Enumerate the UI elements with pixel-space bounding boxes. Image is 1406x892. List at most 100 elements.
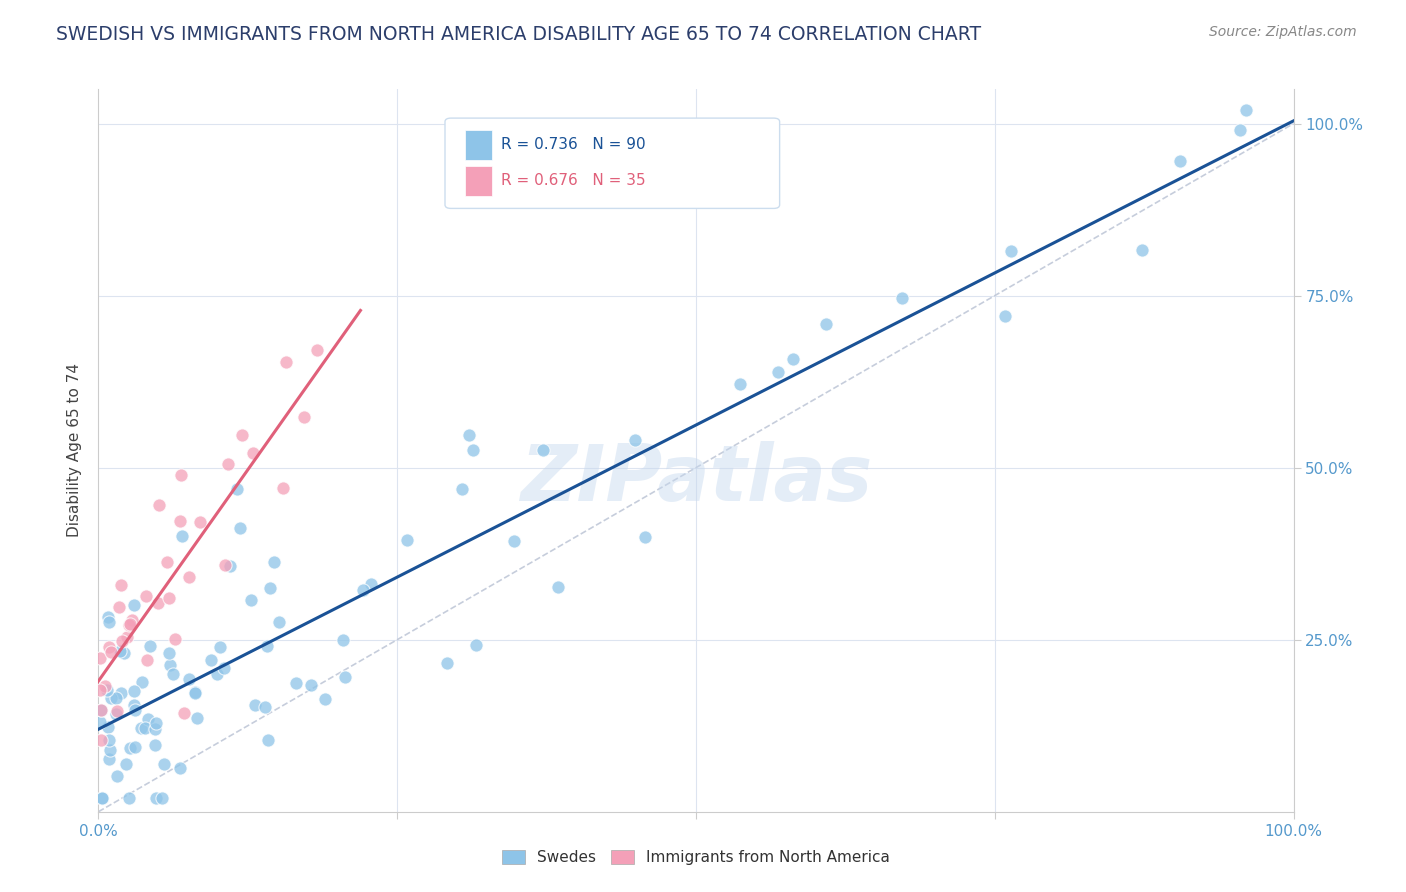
Point	[271, 481, 294, 495]
Point	[118, 740, 141, 755]
Text: SWEDISH VS IMMIGRANTS FROM NORTH AMERICA DISABILITY AGE 65 TO 74 CORRELATION CHA: SWEDISH VS IMMIGRANTS FROM NORTH AMERICA…	[56, 25, 981, 44]
Point	[624, 433, 647, 447]
Point	[90, 703, 112, 717]
Point	[89, 651, 111, 665]
Point	[157, 591, 180, 606]
Point	[1229, 123, 1251, 137]
Point	[231, 427, 253, 442]
Point	[110, 578, 132, 592]
Point	[451, 482, 474, 496]
Point	[274, 355, 297, 369]
Point	[118, 791, 141, 805]
Text: R = 0.676   N = 35: R = 0.676 N = 35	[501, 173, 645, 188]
Point	[314, 692, 336, 706]
Point	[256, 639, 278, 653]
Point	[89, 682, 111, 697]
Point	[143, 738, 166, 752]
Point	[214, 558, 236, 572]
Point	[146, 596, 169, 610]
Point	[170, 529, 193, 543]
Point	[242, 446, 264, 460]
Point	[124, 740, 146, 755]
Point	[98, 640, 121, 654]
Point	[145, 716, 167, 731]
Point	[90, 733, 112, 747]
Point	[360, 577, 382, 591]
Point	[94, 679, 117, 693]
FancyBboxPatch shape	[465, 166, 492, 196]
Point	[188, 516, 211, 530]
Point	[135, 653, 157, 667]
Point	[200, 653, 222, 667]
Point	[98, 615, 121, 629]
Point	[169, 514, 191, 528]
Point	[96, 682, 118, 697]
Point	[728, 376, 751, 391]
Point	[150, 791, 173, 805]
Point	[156, 555, 179, 569]
Point	[173, 706, 195, 720]
Point	[531, 442, 554, 457]
Point	[129, 721, 152, 735]
Point	[104, 690, 127, 705]
Point	[184, 686, 207, 700]
Point	[90, 791, 112, 805]
Point	[100, 691, 122, 706]
Point	[1130, 243, 1153, 257]
Point	[257, 732, 280, 747]
Point	[118, 616, 141, 631]
Point	[114, 756, 136, 771]
Point	[91, 791, 114, 805]
Point	[634, 530, 657, 544]
Point	[169, 761, 191, 775]
Point	[108, 600, 131, 615]
Point	[207, 667, 229, 681]
Legend: Swedes, Immigrants from North America: Swedes, Immigrants from North America	[494, 842, 898, 872]
Point	[110, 644, 132, 658]
Point	[218, 559, 240, 574]
Point	[152, 757, 174, 772]
Point	[1000, 244, 1022, 258]
FancyBboxPatch shape	[446, 118, 780, 209]
Point	[396, 533, 419, 547]
Point	[122, 683, 145, 698]
Point	[458, 427, 481, 442]
Y-axis label: Disability Age 65 to 74: Disability Age 65 to 74	[67, 363, 83, 538]
Point	[183, 684, 205, 698]
Point	[170, 467, 193, 482]
Point	[112, 646, 135, 660]
Point	[292, 409, 315, 424]
Point	[97, 609, 120, 624]
Point	[259, 581, 281, 595]
Point	[547, 580, 569, 594]
Point	[131, 675, 153, 690]
Point	[782, 352, 804, 367]
Point	[121, 613, 143, 627]
Point	[159, 658, 181, 673]
Point	[110, 686, 132, 700]
Point	[118, 617, 141, 632]
Point	[98, 752, 121, 766]
Point	[136, 712, 159, 726]
Point	[299, 677, 322, 691]
Point	[111, 633, 134, 648]
Point	[209, 640, 232, 654]
Point	[177, 570, 200, 584]
Point	[1234, 103, 1257, 117]
Point	[352, 583, 374, 598]
Point	[436, 657, 458, 671]
Point	[217, 457, 239, 471]
Point	[115, 630, 138, 644]
Point	[766, 365, 789, 379]
Point	[163, 632, 186, 646]
Point	[254, 700, 277, 714]
Point	[461, 442, 484, 457]
Point	[1170, 153, 1192, 168]
Point	[212, 661, 235, 675]
Point	[105, 768, 128, 782]
Point	[502, 533, 524, 548]
Point	[815, 318, 838, 332]
Point	[162, 666, 184, 681]
FancyBboxPatch shape	[465, 129, 492, 160]
Point	[98, 743, 121, 757]
